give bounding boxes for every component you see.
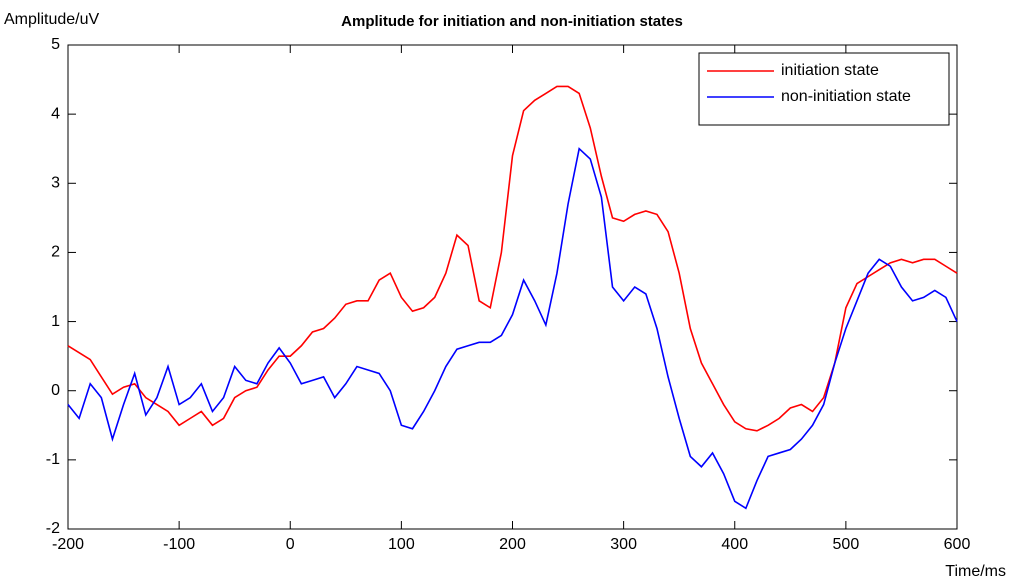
y-tick-label: -2 <box>46 520 60 537</box>
data-line <box>67 85 958 432</box>
y-tick-label: 4 <box>51 105 60 122</box>
chart-title: Amplitude for initiation and non-initiat… <box>341 13 683 30</box>
x-tick-label: 0 <box>286 536 295 553</box>
x-tick-label: -100 <box>163 536 195 553</box>
legend-label: initiation state <box>781 62 879 79</box>
y-tick-label: 5 <box>51 36 60 53</box>
x-tick-label: -200 <box>52 536 84 553</box>
x-tick-label: 100 <box>388 536 415 553</box>
y-tick-label: -1 <box>46 451 60 468</box>
x-axis-label: Time/ms <box>945 563 1006 580</box>
legend-label: non-initiation state <box>781 88 911 105</box>
x-tick-label: 300 <box>610 536 637 553</box>
y-axis-label: Amplitude/uV <box>4 11 99 28</box>
x-tick-label: 500 <box>833 536 860 553</box>
x-tick-label: 600 <box>944 536 971 553</box>
x-tick-label: 400 <box>721 536 748 553</box>
y-tick-label: 3 <box>51 175 60 192</box>
y-tick-label: 1 <box>51 313 60 330</box>
y-tick-label: 0 <box>51 382 60 399</box>
plot-area <box>67 44 958 530</box>
x-tick-label: 200 <box>499 536 526 553</box>
legend-box <box>698 52 950 126</box>
data-line <box>67 147 958 510</box>
y-tick-label: 2 <box>51 244 60 261</box>
